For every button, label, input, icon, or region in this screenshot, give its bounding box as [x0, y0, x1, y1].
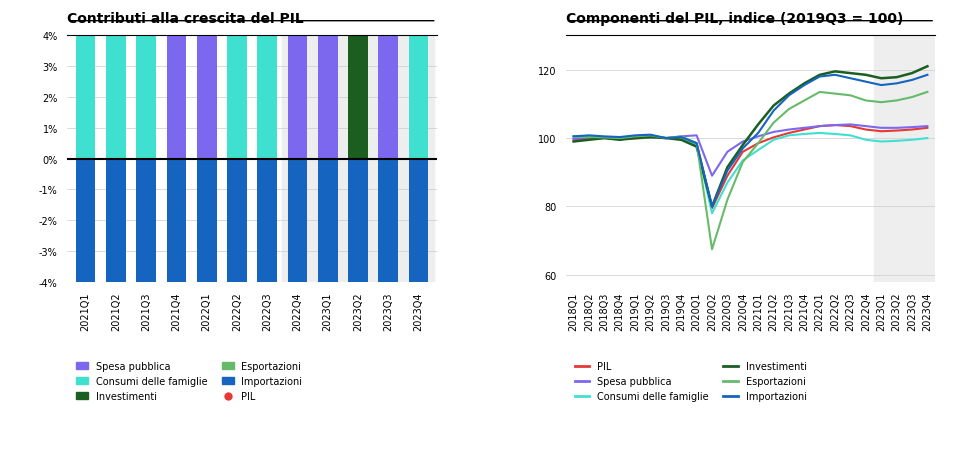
Legend: PIL, Spesa pubblica, Consumi delle famiglie, Investimenti, Esportazioni, Importa: PIL, Spesa pubblica, Consumi delle famig… [571, 358, 811, 405]
Bar [318, 159, 337, 455]
Bar [257, 159, 277, 455]
Bar [287, 0, 308, 159]
Bar [348, 159, 368, 455]
Bar [76, 0, 95, 159]
Bar [257, 0, 277, 159]
Bar [167, 159, 186, 455]
Bar [348, 0, 368, 159]
Bar [76, 159, 95, 455]
Bar [873, 36, 935, 282]
Bar [106, 159, 125, 455]
Bar [136, 159, 156, 455]
Bar [318, 0, 337, 159]
Bar [409, 159, 428, 455]
Text: Contributi alla crescita del PIL: Contributi alla crescita del PIL [67, 11, 305, 25]
Bar [409, 0, 428, 159]
Bar [379, 0, 398, 159]
Bar [167, 0, 186, 159]
Bar [106, 0, 125, 159]
Bar [228, 159, 247, 455]
Bar [136, 0, 156, 159]
Text: Componenti del PIL, indice (2019Q3 = 100): Componenti del PIL, indice (2019Q3 = 100… [566, 11, 903, 25]
Bar [197, 159, 217, 455]
Legend: Spesa pubblica, Consumi delle famiglie, Investimenti, Esportazioni, Importazioni: Spesa pubblica, Consumi delle famiglie, … [72, 358, 307, 405]
Bar [379, 159, 398, 455]
Bar [197, 0, 217, 159]
Bar [287, 159, 308, 455]
Bar [228, 0, 247, 159]
Bar [282, 36, 434, 282]
